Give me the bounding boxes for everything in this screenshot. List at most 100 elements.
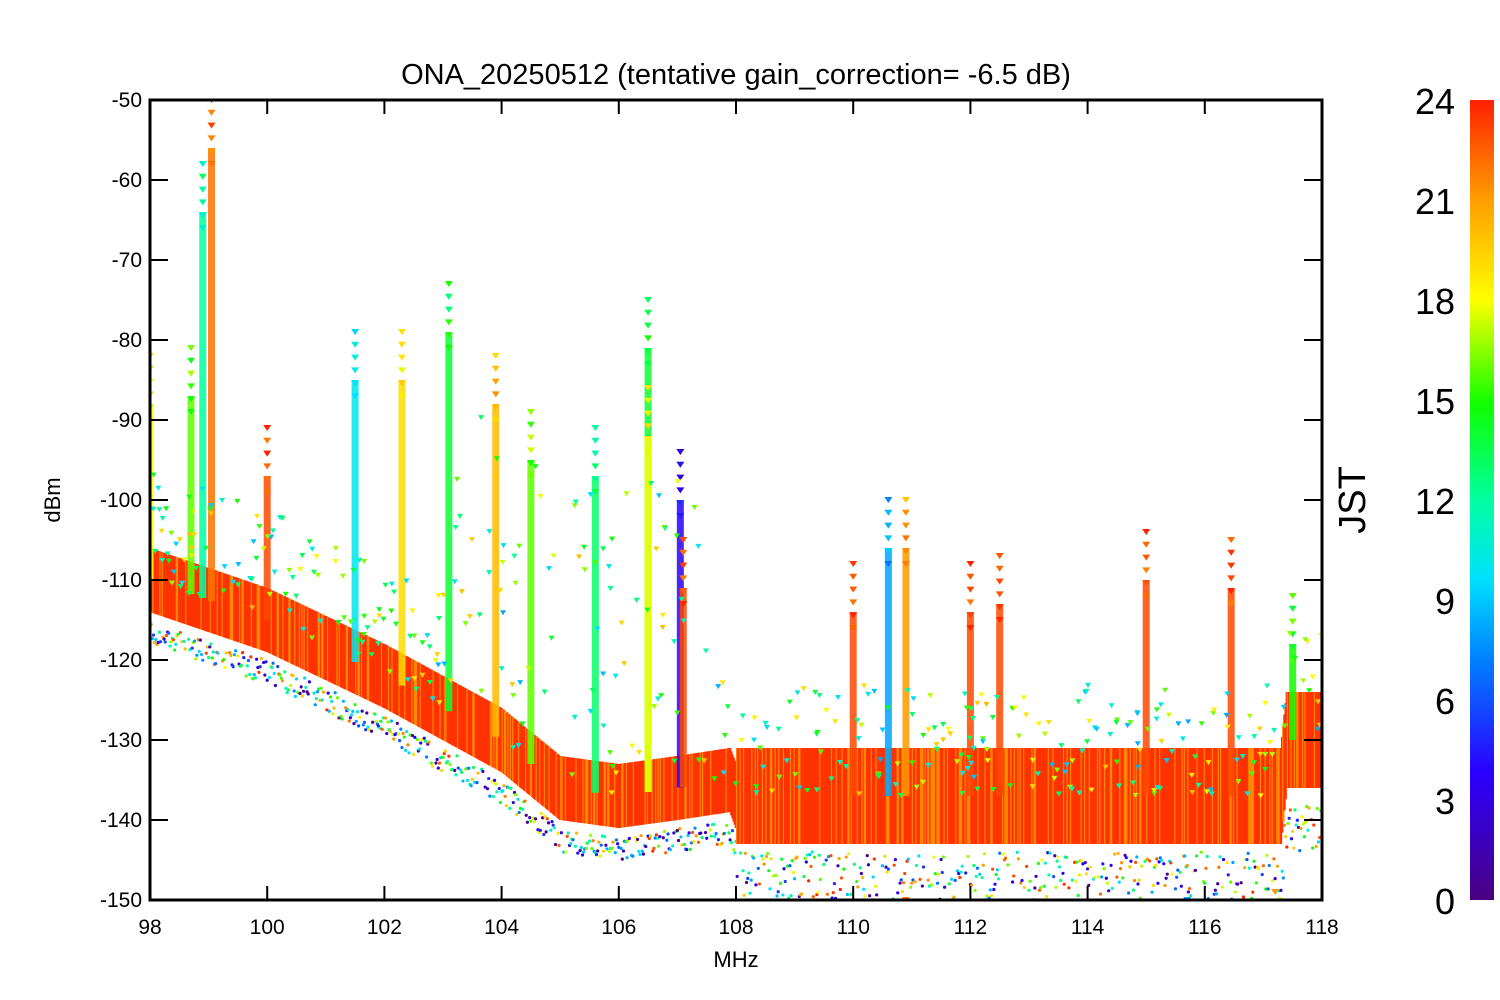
spur-marker: [1134, 710, 1141, 716]
peak-marker: [263, 437, 272, 444]
spur-marker: [721, 732, 728, 738]
spur-marker: [165, 558, 172, 564]
noise-sample-point: [1081, 862, 1085, 866]
noise-sample-point: [265, 678, 269, 682]
noise-sample-point: [885, 870, 889, 874]
noise-sample-point: [937, 872, 941, 876]
noise-sample-point: [328, 695, 333, 699]
noise-sample-point: [611, 840, 615, 844]
spur-marker: [877, 757, 884, 763]
peak-marker: [901, 561, 910, 567]
spur-marker: [894, 761, 901, 767]
spur-marker: [193, 565, 200, 571]
spur-marker: [335, 620, 342, 626]
noise-sample-point: [594, 852, 599, 857]
noise-sample-point: [378, 726, 382, 730]
noise-sample-point: [962, 905, 965, 908]
noise-sample-point: [596, 849, 600, 853]
peak-marker: [849, 612, 858, 619]
noise-sample-point: [994, 872, 998, 877]
noise-sample-point: [865, 853, 869, 858]
noise-sample-point: [490, 780, 494, 784]
peak-marker: [676, 500, 685, 507]
peak-marker: [263, 489, 272, 495]
noise-sample-point: [926, 878, 930, 882]
spur-marker: [691, 505, 698, 511]
signal-peak: [591, 425, 600, 793]
spur-marker: [510, 745, 517, 751]
noise-sample-point: [543, 814, 547, 819]
spur-marker: [945, 726, 952, 732]
noise-sample-point: [446, 760, 450, 764]
spur-marker: [1175, 721, 1182, 727]
noise-sample-point: [1261, 864, 1265, 868]
peak-marker: [884, 522, 893, 529]
colorbar-tick-label: 24: [1415, 81, 1455, 122]
spur-marker: [293, 593, 300, 599]
spur-marker: [486, 529, 493, 535]
spur-marker: [753, 784, 760, 790]
noise-sample-point: [443, 749, 447, 753]
noise-sample-point: [665, 838, 669, 842]
peak-marker: [1142, 541, 1151, 548]
noise-sample-point: [978, 872, 982, 876]
spur-marker: [990, 787, 997, 793]
spur-marker: [719, 680, 726, 686]
noise-sample-point: [846, 852, 851, 856]
noise-sample-point: [1282, 823, 1287, 827]
noise-sample-point: [1199, 850, 1203, 854]
spur-marker: [648, 480, 655, 486]
noise-sample-point: [1267, 863, 1271, 868]
spur-marker: [1035, 721, 1042, 727]
noise-sample-point: [396, 732, 401, 736]
signal-peak: [884, 497, 893, 796]
spur-marker: [511, 553, 518, 559]
noise-sample-point: [1053, 854, 1057, 858]
noise-sample-point: [1173, 887, 1178, 891]
noise-sample-point: [319, 686, 323, 690]
peak-marker: [397, 393, 406, 399]
spur-marker: [164, 551, 171, 557]
spur-marker: [368, 652, 375, 658]
noise-sample-point: [727, 831, 731, 835]
spur-marker: [413, 686, 420, 692]
peak-marker: [491, 417, 500, 423]
spur-marker: [970, 745, 977, 751]
noise-sample-point: [843, 904, 846, 907]
noise-sample-point: [272, 671, 276, 676]
noise-sample-point: [573, 844, 578, 848]
spur-marker: [738, 738, 745, 744]
noise-sample-point: [511, 800, 515, 805]
noise-sample-point: [551, 823, 555, 827]
noise-sample-point: [616, 842, 620, 846]
noise-sample-point: [353, 702, 357, 707]
noise-sample-point: [289, 683, 293, 688]
noise-sample-point: [744, 880, 749, 885]
peak-marker: [1288, 593, 1297, 599]
peak-marker: [966, 561, 975, 567]
spur-marker: [589, 687, 596, 693]
spur-marker: [711, 776, 718, 782]
noise-sample-point: [789, 894, 793, 898]
spur-marker: [760, 764, 767, 770]
spur-marker: [361, 631, 368, 637]
noise-sample-point: [168, 644, 172, 648]
noise-sample-point: [980, 876, 984, 880]
noise-sample-point: [1163, 883, 1167, 888]
spur-marker: [376, 613, 383, 619]
noise-sample-point: [757, 882, 762, 886]
noise-sample-point: [367, 728, 371, 732]
noise-sample-point: [949, 902, 952, 905]
noise-sample-point: [882, 902, 885, 905]
noise-sample-point: [713, 834, 717, 839]
noise-sample-point: [441, 755, 445, 760]
noise-sample-point: [639, 834, 643, 838]
noise-sample-point: [973, 888, 977, 893]
noise-sample-point: [1052, 875, 1056, 879]
spur-marker: [1153, 716, 1160, 722]
noise-sample-point: [360, 709, 364, 713]
spur-marker: [435, 615, 442, 621]
noise-sample-point: [178, 630, 183, 635]
spur-marker: [843, 764, 850, 770]
peak-marker: [263, 450, 272, 457]
